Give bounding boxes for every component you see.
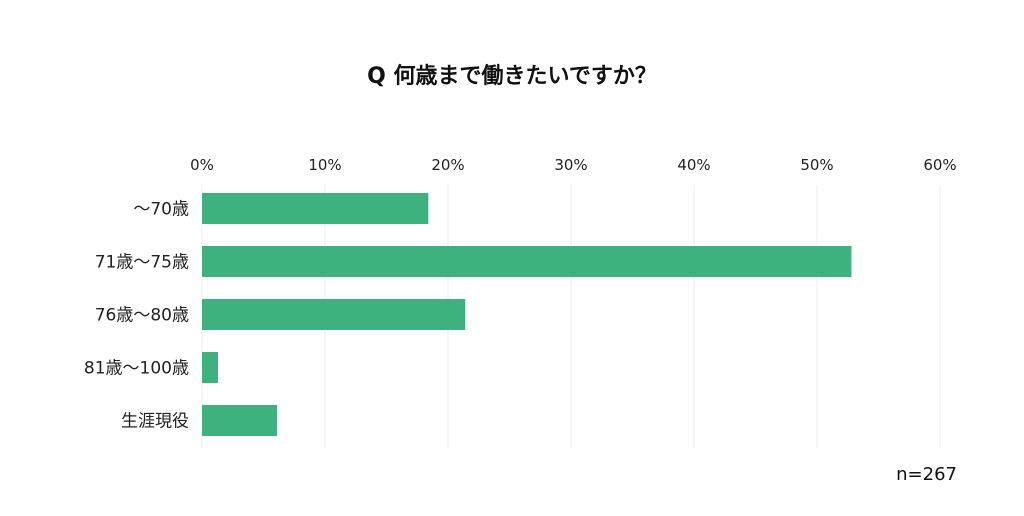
x-tick-label: 60% bbox=[923, 156, 956, 174]
category-label: 76歳～80歳 bbox=[95, 306, 189, 326]
bar bbox=[202, 405, 278, 436]
category-label: ～70歳 bbox=[133, 200, 189, 220]
category-label: 71歳～75歳 bbox=[95, 253, 189, 273]
bar bbox=[202, 299, 466, 330]
x-tick-label: 50% bbox=[800, 156, 833, 174]
bars bbox=[202, 193, 852, 436]
x-tick-label: 0% bbox=[190, 156, 214, 174]
x-tick-label: 20% bbox=[431, 156, 464, 174]
bar bbox=[202, 193, 429, 224]
x-tick-label: 30% bbox=[554, 156, 587, 174]
x-tick-label: 10% bbox=[308, 156, 341, 174]
bar bbox=[202, 352, 218, 383]
x-axis-ticks: 0% 10% 20% 30% 40% 50% 60% bbox=[190, 156, 957, 174]
x-tick-label: 40% bbox=[677, 156, 710, 174]
category-label: 生涯現役 bbox=[121, 412, 189, 432]
chart-title: Q 何歳まで働きたいですか？ bbox=[367, 63, 657, 89]
sample-size-note: n=267 bbox=[896, 464, 957, 485]
category-label: 81歳～100歳 bbox=[84, 359, 189, 379]
bar bbox=[202, 246, 852, 277]
